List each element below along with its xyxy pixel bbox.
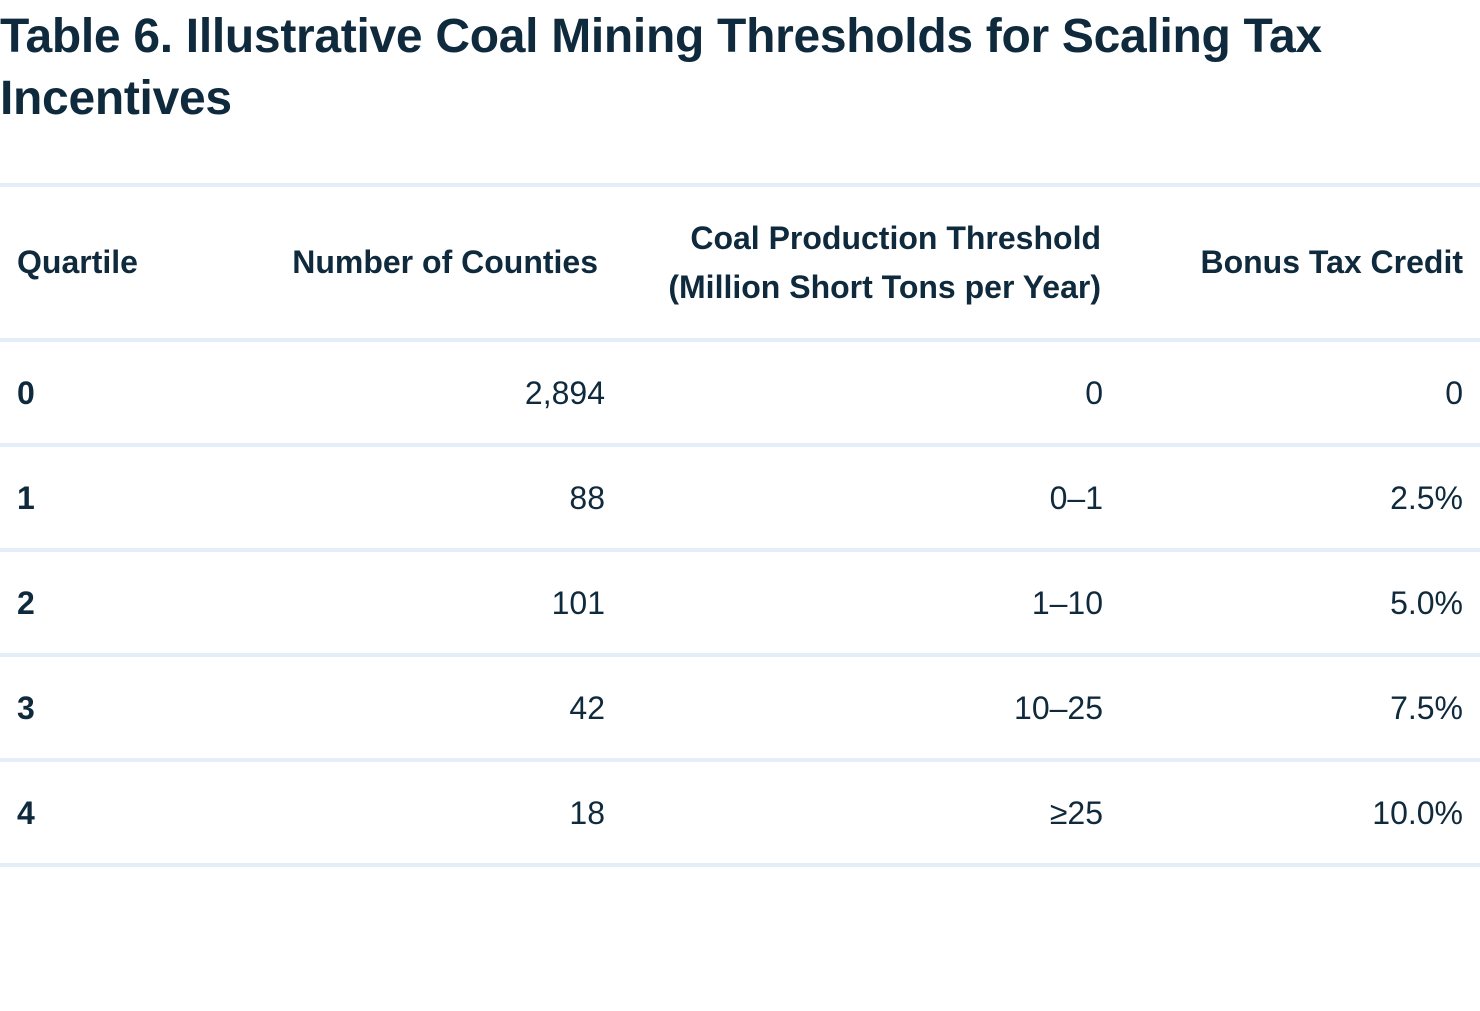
credit-cell: 0 — [1445, 374, 1463, 411]
quartile-cell: 0 — [17, 374, 35, 411]
counties-cell: 18 — [569, 794, 605, 831]
column-header-quartile: Quartile — [17, 244, 138, 280]
table-row: 1 88 0–1 2.5% — [0, 447, 1480, 552]
threshold-cell: 0 — [1085, 374, 1103, 411]
credit-cell: 2.5% — [1390, 479, 1463, 516]
column-header-coal-production-threshold: Coal Production Threshold (Million Short… — [598, 214, 1101, 312]
threshold-cell: 1–10 — [1031, 584, 1103, 621]
quartile-cell: 4 — [17, 794, 35, 831]
counties-cell: 101 — [551, 584, 605, 621]
column-header-threshold-line-1: Coal Production Threshold — [690, 219, 1101, 256]
quartile-cell: 3 — [17, 689, 35, 726]
threshold-cell: 10–25 — [1014, 689, 1103, 726]
threshold-cell: 0–1 — [1049, 479, 1103, 516]
quartile-cell: 1 — [17, 479, 35, 516]
table-title: Table 6. Illustrative Coal Mining Thresh… — [0, 10, 1322, 125]
counties-cell: 88 — [569, 479, 605, 516]
counties-cell: 42 — [569, 689, 605, 726]
table-row: 2 101 1–10 5.0% — [0, 552, 1480, 657]
column-header-bonus-tax-credit: Bonus Tax Credit — [1200, 244, 1463, 280]
column-header-number-of-counties: Number of Counties — [292, 244, 598, 280]
credit-cell: 7.5% — [1390, 689, 1463, 726]
threshold-cell: ≥25 — [1049, 794, 1103, 831]
column-header-threshold-line-2: (Million Short Tons per Year) — [668, 268, 1101, 305]
credit-cell: 5.0% — [1390, 584, 1463, 621]
table-row: 3 42 10–25 7.5% — [0, 657, 1480, 762]
credit-cell: 10.0% — [1372, 794, 1463, 831]
table-header-row: Quartile Number of Counties Coal Product… — [0, 187, 1480, 342]
thresholds-table: Quartile Number of Counties Coal Product… — [0, 183, 1480, 867]
counties-cell: 2,894 — [524, 374, 605, 411]
table-row: 0 2,894 0 0 — [0, 342, 1480, 447]
quartile-cell: 2 — [17, 584, 35, 621]
table-row: 4 18 ≥25 10.0% — [0, 762, 1480, 867]
